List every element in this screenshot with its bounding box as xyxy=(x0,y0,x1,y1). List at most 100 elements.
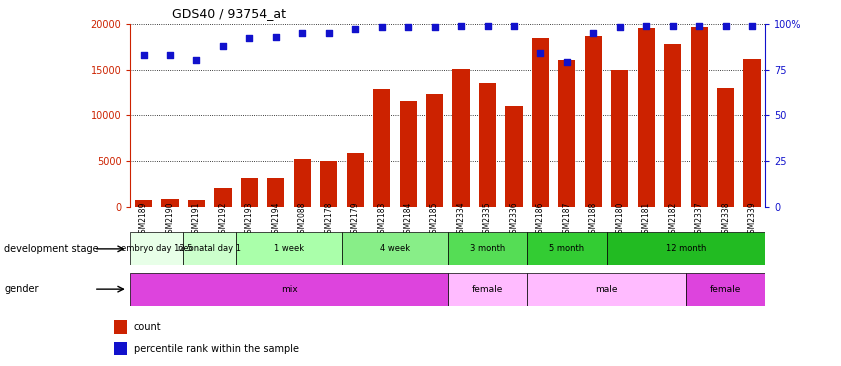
Bar xyxy=(426,94,443,207)
Bar xyxy=(558,60,575,207)
Bar xyxy=(637,28,655,207)
Text: percentile rank within the sample: percentile rank within the sample xyxy=(134,344,299,354)
Point xyxy=(745,23,759,29)
Point xyxy=(269,34,283,40)
Text: female: female xyxy=(710,285,741,294)
Bar xyxy=(114,321,127,334)
Point xyxy=(375,25,389,30)
Text: male: male xyxy=(595,285,618,294)
Text: GSM2189: GSM2189 xyxy=(139,201,148,238)
Text: GSM2192: GSM2192 xyxy=(219,201,227,238)
Point xyxy=(560,59,574,65)
Text: GSM2184: GSM2184 xyxy=(404,201,413,238)
Point xyxy=(216,43,230,49)
Point xyxy=(137,52,151,58)
Bar xyxy=(373,89,390,207)
Point xyxy=(295,30,309,36)
Text: female: female xyxy=(472,285,503,294)
Text: GSM2179: GSM2179 xyxy=(351,201,360,238)
Bar xyxy=(183,232,236,265)
Text: GSM2178: GSM2178 xyxy=(325,201,333,238)
Point xyxy=(639,23,653,29)
Bar xyxy=(606,232,765,265)
Text: GSM2188: GSM2188 xyxy=(589,201,598,238)
Bar xyxy=(342,232,447,265)
Bar xyxy=(447,273,527,306)
Bar xyxy=(135,201,152,207)
Bar xyxy=(236,232,342,265)
Bar xyxy=(664,44,681,207)
Point xyxy=(613,25,627,30)
Bar xyxy=(611,70,628,207)
Text: GSM2334: GSM2334 xyxy=(457,201,466,238)
Point xyxy=(454,23,468,29)
Text: GSM2338: GSM2338 xyxy=(721,201,730,238)
Bar xyxy=(161,199,178,207)
Text: GSM2088: GSM2088 xyxy=(298,201,307,238)
Bar xyxy=(188,201,205,207)
Text: GSM2194: GSM2194 xyxy=(272,201,280,238)
Bar xyxy=(690,27,708,207)
Text: GSM2193: GSM2193 xyxy=(245,201,254,238)
Bar xyxy=(532,37,549,207)
Text: 1 week: 1 week xyxy=(274,244,304,253)
Bar xyxy=(346,153,364,207)
Text: GSM2191: GSM2191 xyxy=(192,201,201,238)
Text: mix: mix xyxy=(281,285,298,294)
Text: GSM2339: GSM2339 xyxy=(748,201,757,238)
Bar xyxy=(130,273,447,306)
Text: GSM2181: GSM2181 xyxy=(642,201,651,238)
Bar xyxy=(584,36,602,207)
Text: gender: gender xyxy=(4,284,39,294)
Text: GSM2185: GSM2185 xyxy=(430,201,439,238)
Text: GSM2180: GSM2180 xyxy=(616,201,624,238)
Point xyxy=(190,57,204,63)
Bar xyxy=(452,69,469,207)
Text: embryo day 12.5: embryo day 12.5 xyxy=(121,244,193,253)
Bar xyxy=(479,83,496,207)
Point xyxy=(534,50,547,56)
Bar xyxy=(686,273,765,306)
Bar xyxy=(267,178,284,207)
Point xyxy=(719,23,733,29)
Bar xyxy=(320,161,337,207)
Text: 4 week: 4 week xyxy=(380,244,410,253)
Bar xyxy=(214,188,231,207)
Bar xyxy=(114,342,127,355)
Text: GSM2183: GSM2183 xyxy=(378,201,386,238)
Point xyxy=(692,23,706,29)
Bar xyxy=(505,106,522,207)
Bar xyxy=(527,273,686,306)
Text: GSM2336: GSM2336 xyxy=(510,201,518,238)
Bar xyxy=(447,232,527,265)
Point xyxy=(507,23,521,29)
Bar xyxy=(399,101,417,207)
Bar xyxy=(717,88,734,207)
Text: 5 month: 5 month xyxy=(549,244,584,253)
Text: GSM2186: GSM2186 xyxy=(536,201,545,238)
Text: GSM2187: GSM2187 xyxy=(563,201,571,238)
Bar xyxy=(294,159,311,207)
Text: GSM2335: GSM2335 xyxy=(483,201,492,238)
Text: GSM2182: GSM2182 xyxy=(669,201,677,238)
Text: 12 month: 12 month xyxy=(666,244,706,253)
Bar xyxy=(130,232,183,265)
Point xyxy=(401,25,415,30)
Bar xyxy=(527,232,606,265)
Text: GDS40 / 93754_at: GDS40 / 93754_at xyxy=(172,7,287,20)
Text: neonatal day 1: neonatal day 1 xyxy=(178,244,241,253)
Bar xyxy=(241,178,258,207)
Point xyxy=(243,36,257,41)
Point xyxy=(481,23,495,29)
Point xyxy=(348,26,362,32)
Point xyxy=(666,23,680,29)
Point xyxy=(163,52,177,58)
Point xyxy=(322,30,336,36)
Point xyxy=(428,25,442,30)
Text: development stage: development stage xyxy=(4,244,99,254)
Text: GSM2337: GSM2337 xyxy=(695,201,704,238)
Text: count: count xyxy=(134,322,161,332)
Text: GSM2190: GSM2190 xyxy=(166,201,175,238)
Point xyxy=(587,30,600,36)
Bar xyxy=(743,59,760,207)
